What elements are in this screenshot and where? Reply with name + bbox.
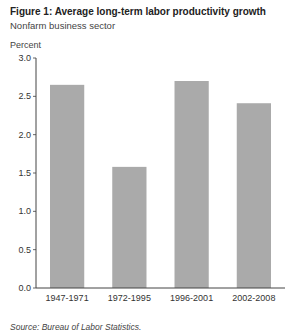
bar (237, 103, 271, 288)
bar (112, 167, 146, 288)
y-tick-label: 1.0 (18, 206, 31, 216)
x-tick-label: 1972-1995 (108, 293, 151, 303)
chart-container: Figure 1: Average long-term labor produc… (0, 0, 295, 336)
title: Figure 1: Average long-term labor produc… (10, 6, 266, 17)
y-axis: 0.0 0.5 1.0 1.5 2.0 2.5 3.0 (18, 53, 36, 293)
y-axis-line (36, 58, 37, 288)
background (0, 0, 295, 336)
y-tick-label: 2.5 (18, 91, 31, 101)
bar (175, 81, 209, 288)
y-tick-label: 0.0 (18, 283, 31, 293)
y-tick-label: 3.0 (18, 53, 31, 63)
y-tick-label: 2.0 (18, 130, 31, 140)
x-tick-label: 1996-2001 (170, 293, 213, 303)
x-axis-line (36, 288, 285, 289)
y-axis-label: Percent (10, 40, 42, 50)
chart-svg: Figure 1: Average long-term labor produc… (0, 0, 295, 336)
bar (50, 85, 84, 288)
bars (50, 81, 271, 288)
x-tick-label: 2002-2008 (232, 293, 275, 303)
subtitle: Nonfarm business sector (10, 20, 115, 31)
x-axis: 1947-1971 1972-1995 1996-2001 2002-2008 (46, 293, 276, 303)
y-tick-label: 0.5 (18, 245, 31, 255)
y-tick-label: 1.5 (18, 168, 31, 178)
x-tick-label: 1947-1971 (46, 293, 89, 303)
source: Source: Bureau of Labor Statistics. (10, 322, 141, 332)
